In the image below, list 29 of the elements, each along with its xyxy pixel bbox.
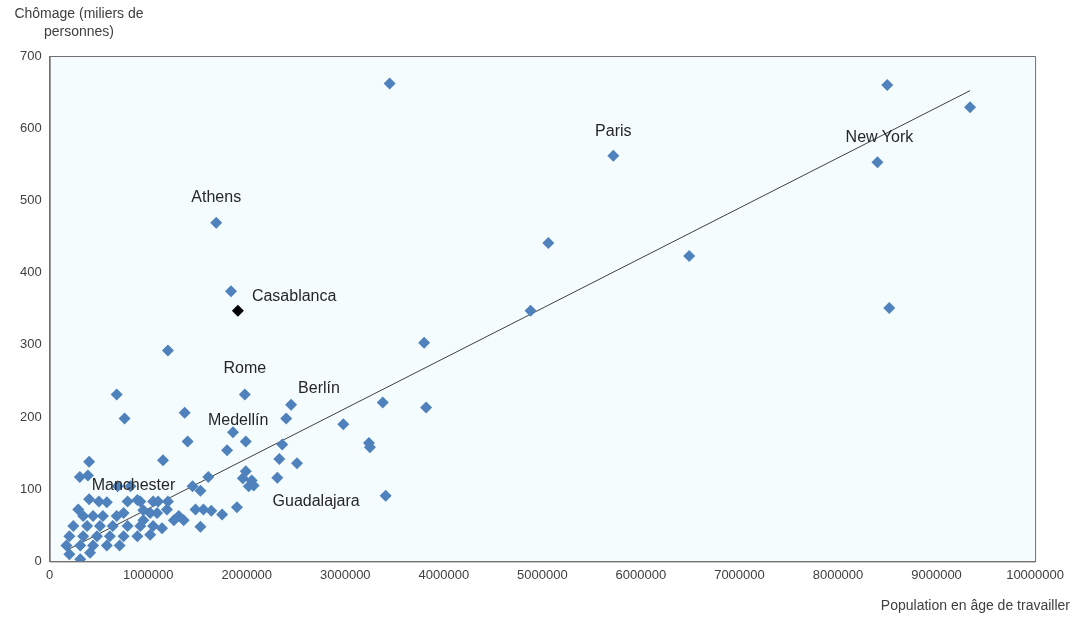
annotation: New York bbox=[845, 127, 915, 145]
x-tick-label: 5000000 bbox=[517, 566, 568, 582]
annotation: Berlín bbox=[298, 379, 340, 397]
x-tick-label: 2000000 bbox=[221, 566, 273, 582]
annotation: Casablanca bbox=[251, 287, 337, 305]
y-tick-label: 600 bbox=[19, 119, 42, 135]
x-tick-label: 7000000 bbox=[714, 566, 765, 582]
annotation: Medellín bbox=[207, 410, 269, 428]
x-tick-label: 1000000 bbox=[122, 566, 174, 582]
x-tick-label: 3000000 bbox=[319, 566, 371, 582]
y-tick-label: 0 bbox=[34, 552, 42, 568]
x-tick-label: 10000000 bbox=[1006, 566, 1064, 582]
x-tick-label: 4000000 bbox=[418, 566, 470, 582]
annotation: Paris bbox=[595, 122, 632, 140]
y-tick-label: 200 bbox=[19, 408, 42, 424]
annotation: Athens bbox=[191, 188, 242, 206]
y-tick-label: 500 bbox=[19, 191, 42, 207]
x-tick-label: 0 bbox=[46, 566, 54, 582]
x-axis-title: Population en âge de travailler bbox=[880, 597, 1070, 613]
y-tick-label: 100 bbox=[19, 480, 42, 496]
x-tick-label: 8000000 bbox=[812, 566, 864, 582]
x-tick-label: 6000000 bbox=[615, 566, 667, 582]
y-axis-title: Chômage (miliers de personnes) bbox=[14, 4, 144, 40]
x-tick-label: 9000000 bbox=[911, 566, 962, 582]
annotation: Guadalajara bbox=[272, 492, 360, 510]
y-tick-label: 300 bbox=[19, 336, 42, 352]
y-tick-label: 400 bbox=[19, 264, 42, 280]
annotation: Rome bbox=[223, 359, 267, 377]
y-tick-label: 700 bbox=[19, 47, 42, 63]
